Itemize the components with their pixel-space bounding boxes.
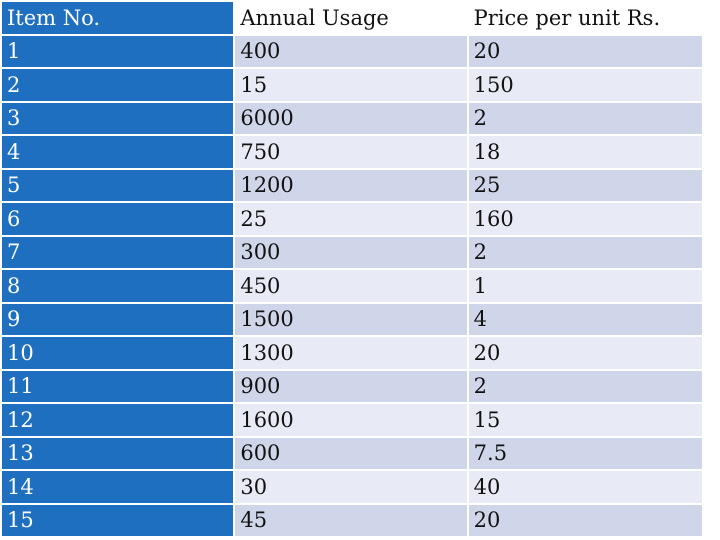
cell-annual-usage: 450 [235,270,467,302]
cell-item-no: 10 [2,337,234,369]
cell-item-no: 8 [2,270,234,302]
cell-item-no: 7 [2,236,234,268]
cell-price-per-unit: 40 [468,471,702,503]
cell-price-per-unit: 20 [468,35,702,67]
table-row: 13 600 7.5 [2,437,702,469]
cell-annual-usage: 1200 [235,169,467,201]
table-row: 3 6000 2 [2,102,702,134]
header-row: Item No. Annual Usage Price per unit Rs. [2,2,702,34]
cell-annual-usage: 25 [235,203,467,235]
cell-price-per-unit: 25 [468,169,702,201]
cell-annual-usage: 1500 [235,303,467,335]
cell-price-per-unit: 7.5 [468,437,702,469]
cell-price-per-unit: 20 [468,504,702,536]
cell-annual-usage: 900 [235,370,467,402]
cell-item-no: 11 [2,370,234,402]
cell-annual-usage: 750 [235,136,467,168]
cell-price-per-unit: 18 [468,136,702,168]
cell-price-per-unit: 160 [468,203,702,235]
table-row: 15 45 20 [2,504,702,536]
table-header: Item No. Annual Usage Price per unit Rs. [2,2,702,34]
table-row: 12 1600 15 [2,404,702,436]
inventory-table: Item No. Annual Usage Price per unit Rs.… [2,2,702,536]
cell-annual-usage: 30 [235,471,467,503]
table-row: 8 450 1 [2,270,702,302]
cell-item-no: 2 [2,69,234,101]
cell-item-no: 6 [2,203,234,235]
cell-annual-usage: 1600 [235,404,467,436]
cell-annual-usage: 45 [235,504,467,536]
cell-item-no: 13 [2,437,234,469]
table-row: 2 15 150 [2,69,702,101]
cell-item-no: 5 [2,169,234,201]
header-price-per-unit: Price per unit Rs. [468,2,702,34]
table-row: 7 300 2 [2,236,702,268]
cell-item-no: 9 [2,303,234,335]
table-row: 11 900 2 [2,370,702,402]
cell-annual-usage: 6000 [235,102,467,134]
cell-price-per-unit: 4 [468,303,702,335]
cell-price-per-unit: 20 [468,337,702,369]
cell-item-no: 15 [2,504,234,536]
cell-price-per-unit: 15 [468,404,702,436]
table-row: 14 30 40 [2,471,702,503]
cell-item-no: 14 [2,471,234,503]
cell-price-per-unit: 2 [468,236,702,268]
cell-annual-usage: 400 [235,35,467,67]
table-body: 1 400 20 2 15 150 3 6000 2 4 750 18 5 1200 25 6 25 160 7 30… [2,35,702,536]
header-annual-usage: Annual Usage [235,2,467,34]
cell-price-per-unit: 2 [468,102,702,134]
header-item-no: Item No. [2,2,234,34]
cell-item-no: 3 [2,102,234,134]
table-row: 4 750 18 [2,136,702,168]
cell-item-no: 4 [2,136,234,168]
cell-item-no: 12 [2,404,234,436]
table-row: 6 25 160 [2,203,702,235]
cell-annual-usage: 600 [235,437,467,469]
cell-price-per-unit: 150 [468,69,702,101]
table-row: 10 1300 20 [2,337,702,369]
cell-price-per-unit: 2 [468,370,702,402]
cell-annual-usage: 300 [235,236,467,268]
table-row: 5 1200 25 [2,169,702,201]
cell-annual-usage: 15 [235,69,467,101]
cell-price-per-unit: 1 [468,270,702,302]
cell-item-no: 1 [2,35,234,67]
table-row: 9 1500 4 [2,303,702,335]
table-row: 1 400 20 [2,35,702,67]
cell-annual-usage: 1300 [235,337,467,369]
